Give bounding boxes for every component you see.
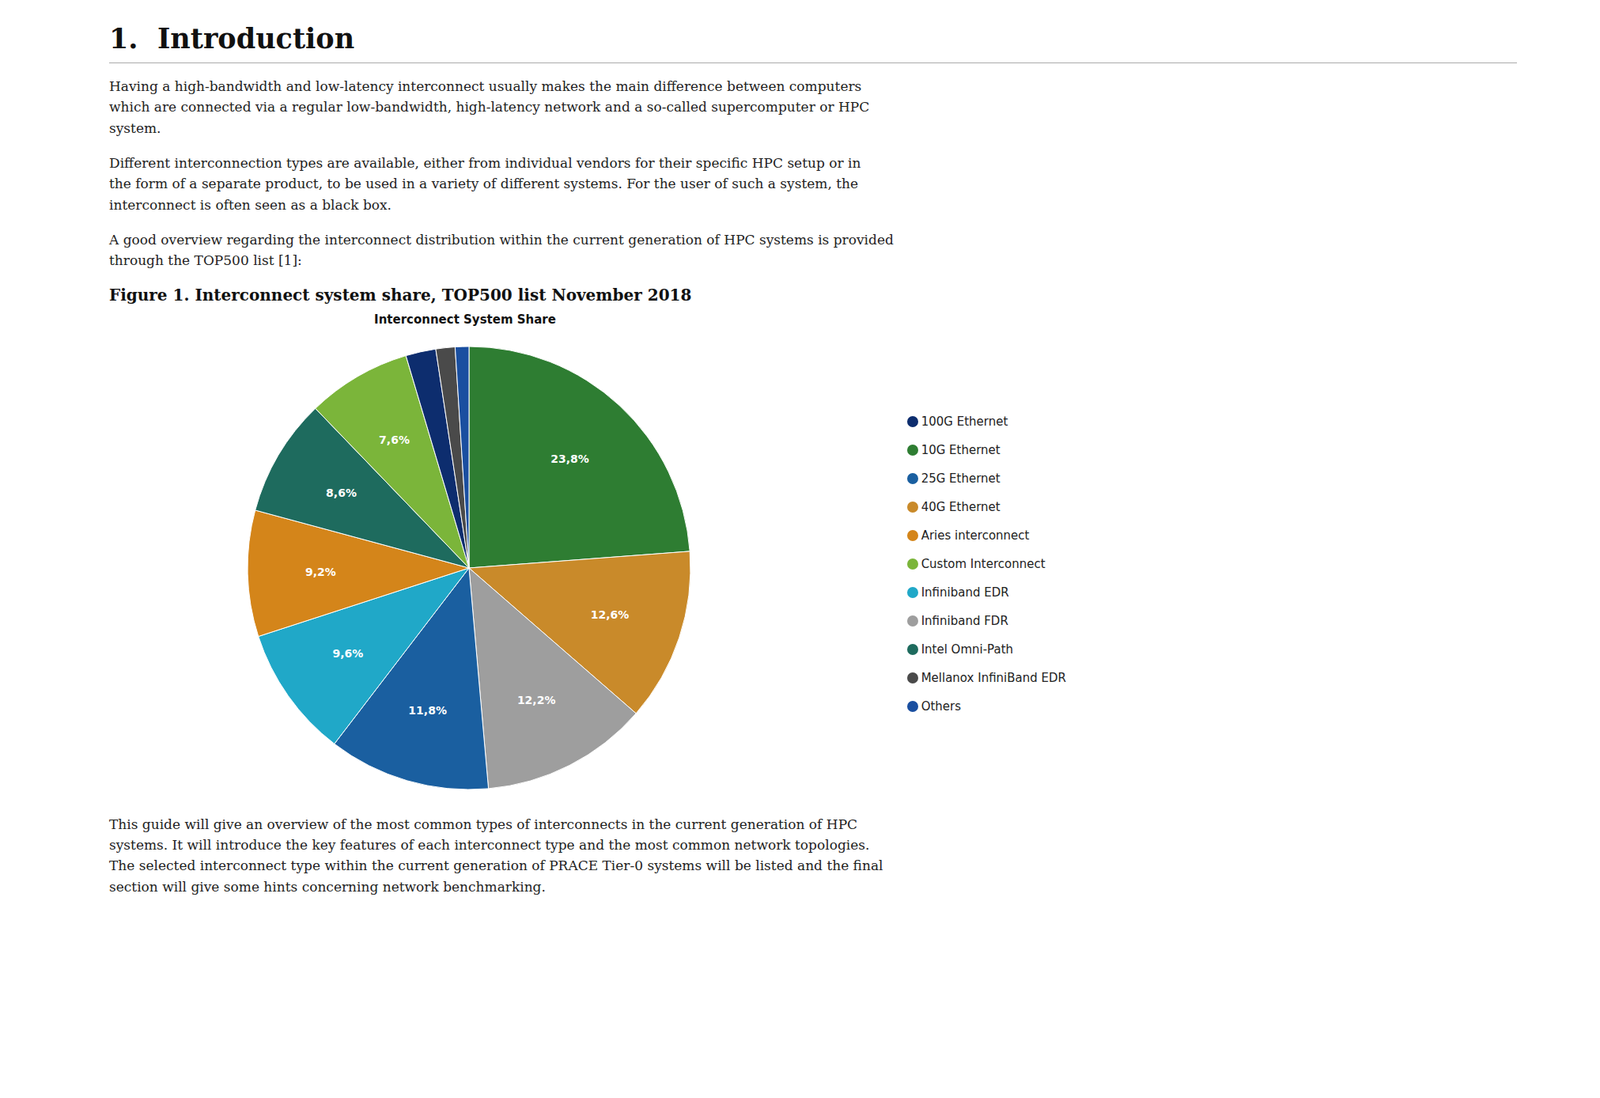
html-text:Different interconnection type: Different interconnection types are avai… — [109, 155, 861, 213]
html-text:Intel Omni-Path: Intel Omni-Path — [921, 642, 1014, 657]
html-text:25G Ethernet: 25G Ethernet — [921, 471, 1001, 486]
svg-text:12,2%: 12,2% — [517, 693, 557, 707]
html-text:Infiniband EDR: Infiniband EDR — [921, 585, 1009, 600]
html-text:This guide will give an overvi: This guide will give an overview of the … — [109, 816, 884, 895]
html-text:1. Introduction: 1. Introduction — [109, 22, 355, 55]
svg-text:11,8%: 11,8% — [408, 703, 447, 717]
html-text:Interconnect System Share: Interconnect System Share — [374, 312, 557, 327]
html-text:Others: Others — [921, 699, 961, 714]
svg-text:9,2%: 9,2% — [305, 564, 337, 578]
svg-text:7,6%: 7,6% — [378, 433, 410, 447]
html-text:40G Ethernet: 40G Ethernet — [921, 499, 1001, 514]
html-text:Figure 1. Interconnect system: Figure 1. Interconnect system share, TOP… — [109, 285, 692, 305]
html-text:10G Ethernet: 10G Ethernet — [921, 442, 1001, 457]
html-text:Custom Interconnect: Custom Interconnect — [921, 556, 1046, 571]
svg-text:12,6%: 12,6% — [590, 608, 630, 621]
html-text:Infiniband FDR: Infiniband FDR — [921, 613, 1009, 628]
html-text:100G Ethernet: 100G Ethernet — [921, 414, 1008, 429]
html-text:Mellanox InfiniBand EDR: Mellanox InfiniBand EDR — [921, 670, 1067, 685]
html-text:A good overview regarding the: A good overview regarding the interconne… — [109, 231, 894, 269]
svg-text:9,6%: 9,6% — [332, 646, 364, 660]
svg-text:8,6%: 8,6% — [325, 485, 357, 499]
html-text:Having a high-bandwidth and lo: Having a high-bandwidth and low-latency … — [109, 78, 870, 136]
svg-text:23,8%: 23,8% — [550, 452, 590, 466]
html-text:Aries interconnect: Aries interconnect — [921, 528, 1030, 543]
